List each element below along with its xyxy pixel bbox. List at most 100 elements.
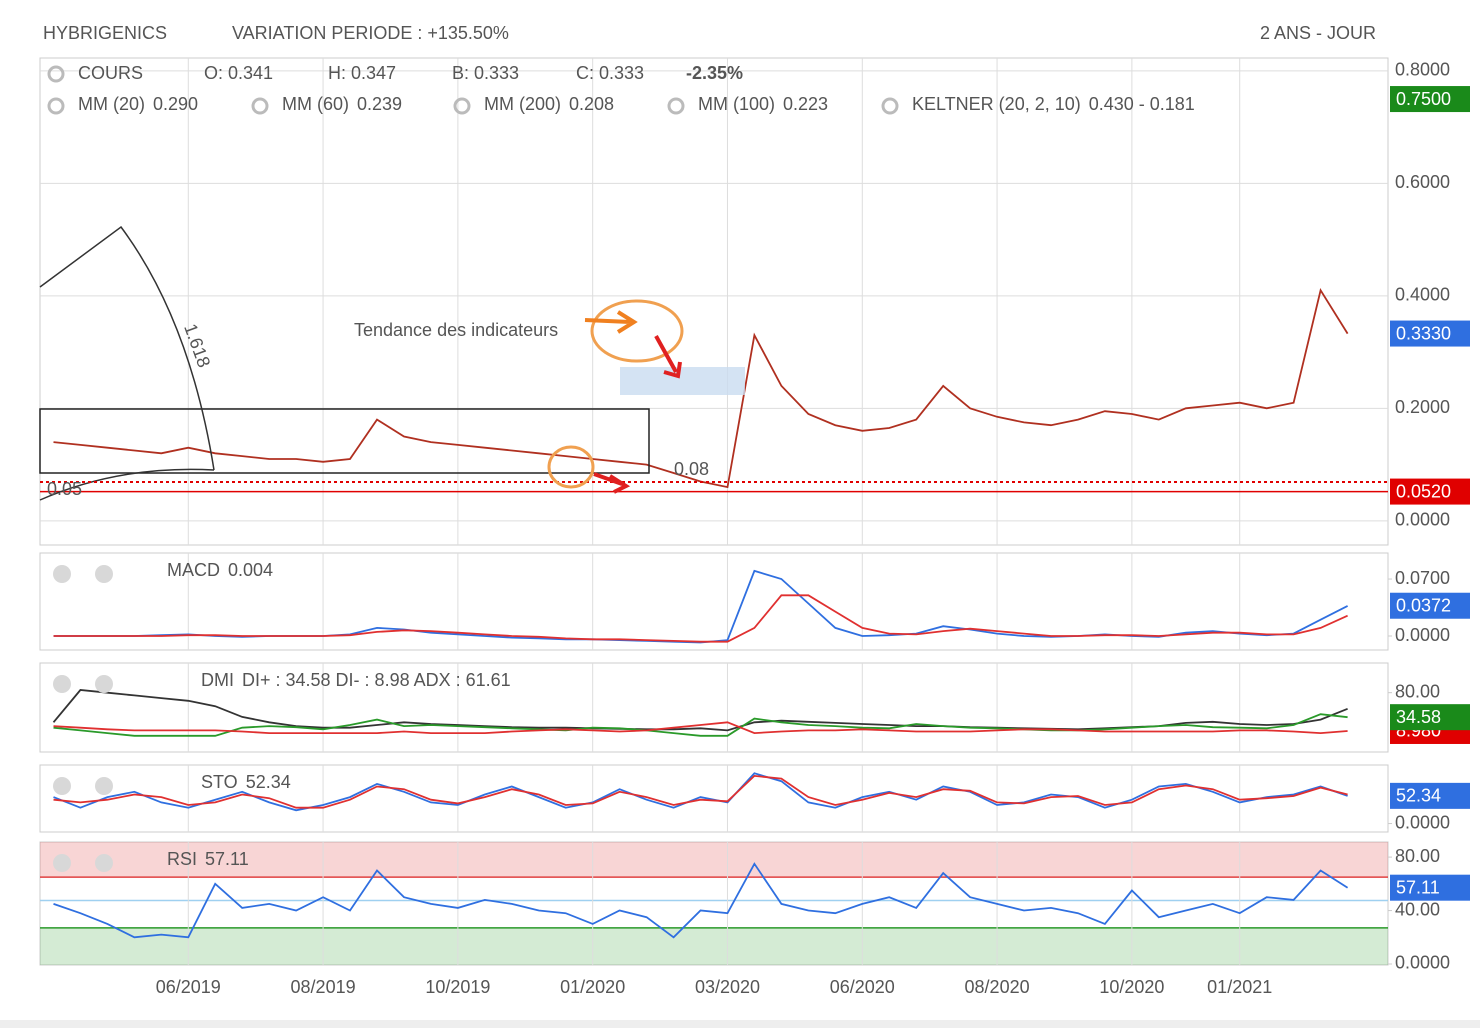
- orange-circle: [547, 445, 595, 489]
- highlight-box: [620, 367, 745, 395]
- indicator-value: 0.239: [357, 94, 402, 114]
- price-info: O: 0.341: [204, 63, 273, 83]
- price-info: B: 0.333: [452, 63, 519, 83]
- panel-icon: [53, 675, 71, 693]
- arrow: [584, 310, 638, 334]
- indicator-value: DI+ : 34.58 DI- : 8.98 ADX : 61.61: [242, 670, 511, 690]
- indicator-icon: [47, 97, 65, 115]
- panel-icon: [53, 854, 71, 872]
- indicator-name: KELTNER (20, 2, 10): [912, 94, 1081, 114]
- indicator-value: 52.34: [246, 772, 291, 792]
- x-tick-label: 10/2019: [425, 977, 490, 997]
- panel-icon: [53, 777, 71, 795]
- indicator-name: MM (200): [484, 94, 561, 114]
- price-info: C: 0.333: [576, 63, 644, 83]
- y-tick-label: 0.4000: [1395, 285, 1450, 305]
- arrow: [593, 472, 631, 494]
- panel-icon: [95, 675, 113, 693]
- price-marker: [1390, 782, 1470, 809]
- arrow: [654, 335, 682, 379]
- indicator-icon: [453, 97, 471, 115]
- price-marker-label: 52.34: [1396, 786, 1441, 806]
- indicator-value: 57.11: [205, 849, 249, 869]
- panel-icon: [95, 565, 113, 583]
- indicator-name: STO: [201, 772, 238, 792]
- panel-frame: [39, 662, 1389, 753]
- price-marker: [1390, 86, 1470, 113]
- x-tick-label: 06/2020: [830, 977, 895, 997]
- period-selector[interactable]: 2 ANS - JOUR: [1260, 23, 1376, 43]
- annotation: Tendance des indicateurs: [354, 320, 558, 340]
- price-marker-label: 0.3330: [1396, 323, 1451, 343]
- series-line: [53, 594, 1348, 643]
- price-marker: [1390, 478, 1470, 505]
- panel-icon: [95, 854, 113, 872]
- x-tick-label: 06/2019: [156, 977, 221, 997]
- panel-frame: [39, 764, 1389, 833]
- indicator-value: 0.223: [783, 94, 828, 114]
- x-tick-label: 01/2021: [1207, 977, 1272, 997]
- indicator-name: DMI: [201, 670, 234, 690]
- price-marker: [1390, 592, 1470, 619]
- price-marker-label: 0.0372: [1396, 595, 1451, 615]
- x-tick-label: 10/2020: [1099, 977, 1164, 997]
- indicator-icon: [667, 97, 685, 115]
- fibonacci-arc-low: [39, 468, 215, 501]
- price-marker-label: 57.11: [1396, 877, 1440, 897]
- price-marker: [1390, 320, 1470, 347]
- price-info: H: 0.347: [328, 63, 396, 83]
- y-tick-label: 0.0000: [1395, 953, 1450, 973]
- indicator-name: MM (60): [282, 94, 349, 114]
- panel-frame: [39, 841, 1389, 966]
- drawing-rectangle: [39, 408, 650, 474]
- annotation: 0.08: [674, 459, 709, 479]
- oversold-zone: [40, 927, 1388, 965]
- indicator-name: RSI: [167, 849, 197, 869]
- annotation: 0.05: [47, 479, 82, 499]
- x-tick-label: 01/2020: [560, 977, 625, 997]
- indicator-value: 0.430 - 0.181: [1089, 94, 1195, 114]
- y-tick-label: 0.0000: [1395, 510, 1450, 530]
- stock-name: HYBRIGENICS: [43, 23, 167, 43]
- x-tick-label: 08/2019: [291, 977, 356, 997]
- y-tick-label: 40.00: [1395, 899, 1440, 919]
- price-marker: [1390, 874, 1470, 901]
- y-tick-label: 0.6000: [1395, 172, 1450, 192]
- footer-strip: [0, 1020, 1480, 1028]
- orange-circle: [590, 299, 684, 363]
- y-tick-label: 0.8000: [1395, 60, 1450, 80]
- price-marker-label: 0.7500: [1396, 89, 1451, 109]
- price-marker-label: 34.58: [1396, 707, 1441, 727]
- y-tick-label: 0.0000: [1395, 625, 1450, 645]
- y-tick-label: 80.00: [1395, 846, 1440, 866]
- series-line: [53, 713, 1348, 737]
- x-tick-label: 08/2020: [965, 977, 1030, 997]
- indicator-icon: [47, 65, 65, 83]
- series-line: [53, 772, 1348, 812]
- price-info: -2.35%: [686, 63, 743, 83]
- y-tick-label: 0.0000: [1395, 812, 1450, 832]
- price-marker-label: 0.0520: [1396, 481, 1451, 501]
- indicator-name: MM (20): [78, 94, 145, 114]
- panel-icon: [53, 565, 71, 583]
- indicator-value: 0.290: [153, 94, 198, 114]
- indicator-icon: [251, 97, 269, 115]
- indicator-name: MM (100): [698, 94, 775, 114]
- indicator-value: 0.004: [228, 560, 273, 580]
- x-tick-label: 03/2020: [695, 977, 760, 997]
- y-tick-label: 0.0700: [1395, 568, 1450, 588]
- series-line: [53, 774, 1348, 809]
- series-line: [53, 721, 1348, 735]
- price-info: COURS: [78, 63, 143, 83]
- indicator-value: 0.208: [569, 94, 614, 114]
- indicator-name: MACD: [167, 560, 220, 580]
- fibonacci-arc: [39, 225, 215, 471]
- y-tick-label: 80.00: [1395, 681, 1440, 701]
- y-tick-label: 0.2000: [1395, 397, 1450, 417]
- panel-frame: [39, 552, 1389, 651]
- panel-frame: [39, 57, 1389, 546]
- series-line: [53, 862, 1349, 939]
- price-marker: [1390, 704, 1470, 731]
- period-variation: VARIATION PERIODE : +135.50%: [232, 23, 509, 43]
